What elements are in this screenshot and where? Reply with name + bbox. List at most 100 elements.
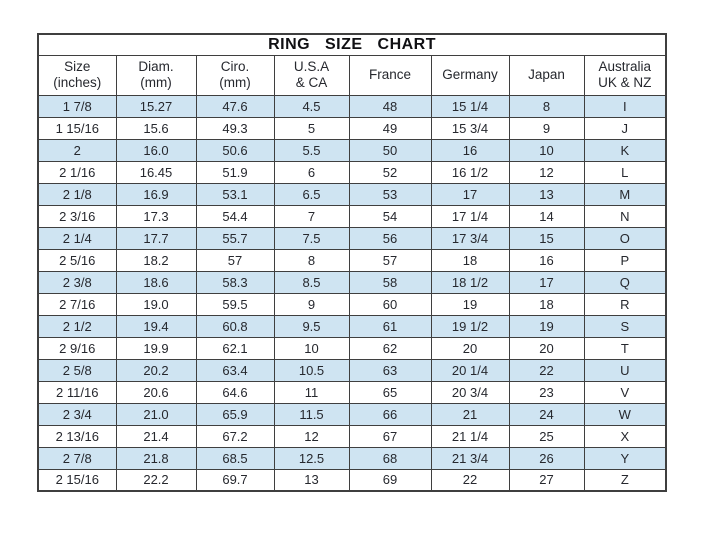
table-cell: 25: [508, 424, 585, 448]
table-row: 2 1/16 16.45 51.9 6 52 16 1/2 12 L: [37, 160, 667, 184]
table-cell: J: [583, 116, 667, 140]
table-cell: K: [583, 138, 667, 162]
table-cell: 65: [348, 380, 432, 404]
column-header-label: Germany: [442, 67, 498, 83]
table-cell: 14: [508, 204, 585, 228]
table-cell: 2 1/8: [37, 182, 117, 206]
column-header-usa-ca: U.S.A & CA: [273, 54, 350, 96]
table-cell: 22.2: [115, 468, 197, 492]
column-header-row: Size (inches) Diam. (mm) Ciro. (mm) U.S.…: [37, 54, 667, 96]
table-cell: 12: [273, 424, 350, 448]
table-cell: 19.4: [115, 314, 197, 338]
table-cell: 54.4: [195, 204, 275, 228]
table-cell: 22: [430, 468, 510, 492]
column-header-size: Size (inches): [37, 54, 117, 96]
table-cell: 63.4: [195, 358, 275, 382]
table-cell: 50.6: [195, 138, 275, 162]
table-cell: 68.5: [195, 446, 275, 470]
table-cell: 20 1/4: [430, 358, 510, 382]
table-cell: 8: [273, 248, 350, 272]
table-cell: M: [583, 182, 667, 206]
column-header-label: Size: [64, 59, 91, 75]
table-row: 2 1/8 16.9 53.1 6.5 53 17 13 M: [37, 182, 667, 206]
table-cell: 49: [348, 116, 432, 140]
table-cell: 16: [430, 138, 510, 162]
table-cell: 15: [508, 226, 585, 250]
table-cell: 21.8: [115, 446, 197, 470]
table-cell: 21: [430, 402, 510, 426]
table-cell: 15 1/4: [430, 94, 510, 118]
table-cell: 7: [273, 204, 350, 228]
table-cell: 56: [348, 226, 432, 250]
column-header-label: Australia: [598, 59, 652, 75]
table-cell: 16: [508, 248, 585, 272]
table-row: 2 16.0 50.6 5.5 50 16 10 K: [37, 138, 667, 162]
table-cell: 12: [508, 160, 585, 184]
table-cell: 2 3/4: [37, 402, 117, 426]
table-cell: 20: [508, 336, 585, 360]
table-cell: 20.6: [115, 380, 197, 404]
column-header-label: U.S.A: [293, 59, 330, 75]
column-header-japan: Japan: [508, 54, 585, 96]
table-cell: 2 13/16: [37, 424, 117, 448]
table-cell: 48: [348, 94, 432, 118]
table-cell: I: [583, 94, 667, 118]
table-cell: 57: [348, 248, 432, 272]
table-cell: 58.3: [195, 270, 275, 294]
table-cell: 53.1: [195, 182, 275, 206]
table-row: 2 7/8 21.8 68.5 12.5 68 21 3/4 26 Y: [37, 446, 667, 470]
table-cell: S: [583, 314, 667, 338]
table-cell: 65.9: [195, 402, 275, 426]
table-cell: 47.6: [195, 94, 275, 118]
table-cell: N: [583, 204, 667, 228]
table-cell: Z: [583, 468, 667, 492]
table-cell: 17.3: [115, 204, 197, 228]
table-cell: 17.7: [115, 226, 197, 250]
table-cell: 2 15/16: [37, 468, 117, 492]
chart-title: RING SIZE CHART: [37, 33, 667, 56]
column-header-label: France: [368, 67, 412, 83]
table-cell: 2 11/16: [37, 380, 117, 404]
table-row: 2 1/4 17.7 55.7 7.5 56 17 3/4 15 O: [37, 226, 667, 250]
column-header-australia-uk-nz: Australia UK & NZ: [583, 54, 667, 96]
table-row: 2 3/16 17.3 54.4 7 54 17 1/4 14 N: [37, 204, 667, 228]
table-cell: 57: [195, 248, 275, 272]
table-cell: 16 1/2: [430, 160, 510, 184]
table-cell: 62.1: [195, 336, 275, 360]
table-cell: 2 7/8: [37, 446, 117, 470]
table-cell: 1 15/16: [37, 116, 117, 140]
table-cell: 69: [348, 468, 432, 492]
table-cell: 7.5: [273, 226, 350, 250]
table-cell: 2 3/16: [37, 204, 117, 228]
table-cell: Y: [583, 446, 667, 470]
table-cell: 23: [508, 380, 585, 404]
table-cell: 2 5/16: [37, 248, 117, 272]
table-cell: X: [583, 424, 667, 448]
table-cell: 27: [508, 468, 585, 492]
table-cell: 8: [508, 94, 585, 118]
column-header-france: France: [348, 54, 432, 96]
table-cell: 16.0: [115, 138, 197, 162]
table-cell: T: [583, 336, 667, 360]
table-cell: 18.6: [115, 270, 197, 294]
table-cell: 24: [508, 402, 585, 426]
table-cell: 21 1/4: [430, 424, 510, 448]
table-cell: 19 1/2: [430, 314, 510, 338]
table-body: 1 7/8 15.27 47.6 4.5 48 15 1/4 8 I 1 15/16 15.6 49…: [37, 94, 667, 492]
table-cell: 21 3/4: [430, 446, 510, 470]
table-cell: 54: [348, 204, 432, 228]
table-cell: 15 3/4: [430, 116, 510, 140]
table-cell: 2 1/4: [37, 226, 117, 250]
table-cell: 12.5: [273, 446, 350, 470]
table-cell: 18: [508, 292, 585, 316]
table-cell: 5: [273, 116, 350, 140]
table-cell: 63: [348, 358, 432, 382]
table-cell: 52: [348, 160, 432, 184]
table-row: 2 13/16 21.4 67.2 12 67 21 1/4 25 X: [37, 424, 667, 448]
table-row: 1 7/8 15.27 47.6 4.5 48 15 1/4 8 I: [37, 94, 667, 118]
table-row: 2 11/16 20.6 64.6 11 65 20 3/4 23 V: [37, 380, 667, 404]
table-cell: 21.0: [115, 402, 197, 426]
table-cell: 9: [508, 116, 585, 140]
table-cell: 17 3/4: [430, 226, 510, 250]
column-header-germany: Germany: [430, 54, 510, 96]
